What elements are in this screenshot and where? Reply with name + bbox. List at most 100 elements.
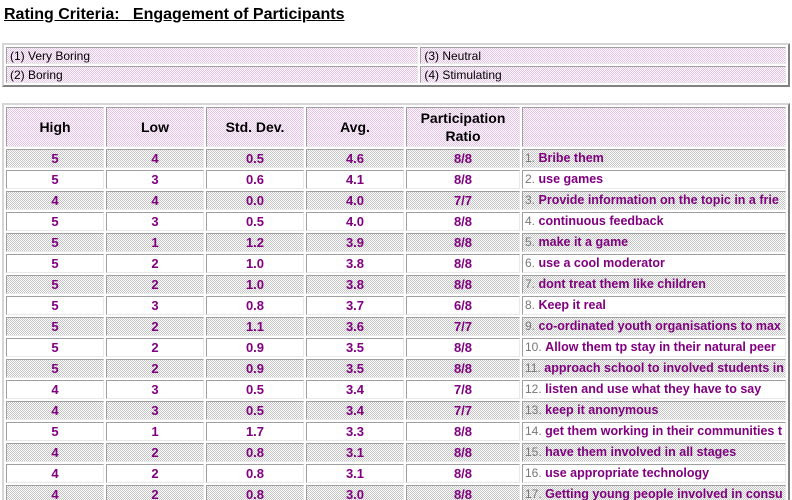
- item-label: use games: [538, 172, 604, 186]
- item-number: 12.: [525, 382, 542, 396]
- page-title: Rating Criteria: Engagement of Participa…: [4, 6, 345, 23]
- item-label: use a cool moderator: [538, 256, 665, 270]
- item-label: listen and use what they have to say: [545, 382, 762, 396]
- cell-std: 1.0: [206, 275, 304, 294]
- legend-boring: (2) Boring: [6, 66, 419, 83]
- cell-avg: 3.6: [306, 317, 404, 336]
- cell-high: 5: [6, 149, 104, 168]
- item-label: Keep it real: [538, 298, 606, 312]
- cell-high: 4: [6, 485, 104, 500]
- table-row: 5 2 1.1 3.6 7/7 9. co-ordinated youth organis…: [6, 317, 786, 336]
- table-row: 5 1 1.7 3.3 8/8 14. get them working in their…: [6, 422, 786, 441]
- cell-avg: 3.4: [306, 401, 404, 420]
- cell-ratio: 8/8: [406, 338, 520, 357]
- item-label: Allow them tp stay in their natural peer: [545, 340, 776, 354]
- cell-std: 1.2: [206, 233, 304, 252]
- cell-high: 4: [6, 464, 104, 483]
- cell-item-description: 16. use appropriate technology: [522, 464, 786, 483]
- cell-high: 4: [6, 401, 104, 420]
- cell-ratio: 8/8: [406, 254, 520, 273]
- header-high: High: [6, 107, 104, 147]
- cell-item-description: 3. Provide information on the topic in a…: [522, 191, 786, 210]
- cell-item-description: 4. continuous feedback: [522, 212, 786, 231]
- item-label: keep it anonymous: [545, 403, 659, 417]
- item-number: 11.: [525, 361, 541, 375]
- table-row: 4 3 0.5 3.4 7/7 13. keep it anonymous: [6, 401, 786, 420]
- legend-neutral: (3) Neutral: [420, 47, 786, 64]
- cell-ratio: 6/8: [406, 296, 520, 315]
- cell-high: 5: [6, 233, 104, 252]
- cell-high: 5: [6, 359, 104, 378]
- cell-low: 2: [106, 464, 204, 483]
- cell-ratio: 8/8: [406, 485, 520, 500]
- cell-item-description: 17. Getting young people involved in con…: [522, 485, 786, 500]
- table-row: 5 2 0.9 3.5 8/8 10. Allow them tp stay in the…: [6, 338, 786, 357]
- item-number: 9.: [525, 319, 536, 333]
- cell-std: 0.6: [206, 170, 304, 189]
- cell-low: 3: [106, 380, 204, 399]
- cell-low: 3: [106, 296, 204, 315]
- table-row: 4 2 0.8 3.1 8/8 16. use appropriate technolog…: [6, 464, 786, 483]
- cell-avg: 3.0: [306, 485, 404, 500]
- item-number: 5.: [525, 235, 536, 249]
- legend-row: (2) Boring (4) Stimulating: [6, 66, 786, 83]
- cell-avg: 3.4: [306, 380, 404, 399]
- cell-high: 5: [6, 170, 104, 189]
- item-number: 8.: [525, 298, 536, 312]
- cell-low: 4: [106, 191, 204, 210]
- cell-high: 5: [6, 275, 104, 294]
- cell-low: 2: [106, 254, 204, 273]
- cell-low: 2: [106, 359, 204, 378]
- legend-stimulating: (4) Stimulating: [420, 66, 786, 83]
- cell-low: 3: [106, 401, 204, 420]
- item-number: 4.: [525, 214, 536, 228]
- cell-ratio: 8/8: [406, 275, 520, 294]
- cell-std: 0.8: [206, 464, 304, 483]
- cell-ratio: 8/8: [406, 443, 520, 462]
- table-row: 5 3 0.5 4.0 8/8 4. continuous feedback: [6, 212, 786, 231]
- item-label: use appropriate technology: [545, 466, 710, 480]
- cell-std: 0.5: [206, 401, 304, 420]
- cell-ratio: 7/7: [406, 191, 520, 210]
- cell-avg: 3.1: [306, 464, 404, 483]
- cell-ratio: 8/8: [406, 359, 520, 378]
- item-number: 10.: [525, 340, 542, 354]
- cell-high: 5: [6, 212, 104, 231]
- cell-avg: 3.7: [306, 296, 404, 315]
- cell-avg: 3.5: [306, 359, 404, 378]
- item-label: Getting young people involved in consu: [545, 487, 783, 500]
- cell-item-description: 11. approach school to involved students…: [522, 359, 786, 378]
- cell-high: 4: [6, 191, 104, 210]
- cell-std: 0.8: [206, 296, 304, 315]
- item-number: 2.: [525, 172, 536, 186]
- cell-avg: 3.8: [306, 275, 404, 294]
- cell-avg: 3.9: [306, 233, 404, 252]
- cell-ratio: 8/8: [406, 464, 520, 483]
- cell-ratio: 7/7: [406, 317, 520, 336]
- item-number: 17.: [525, 487, 542, 500]
- cell-item-description: 14. get them working in their communitie…: [522, 422, 786, 441]
- cell-std: 0.9: [206, 338, 304, 357]
- header-items-spacer: [522, 107, 786, 147]
- cell-avg: 4.0: [306, 191, 404, 210]
- cell-low: 4: [106, 149, 204, 168]
- item-number: 16.: [525, 466, 542, 480]
- ratings-table-body: 5 4 0.5 4.6 8/8 1. Bribe them 5 3 0.6 4.1 8/8 2. us…: [6, 149, 786, 500]
- item-number: 13.: [525, 403, 542, 417]
- item-label: have them involved in all stages: [545, 445, 737, 459]
- cell-low: 2: [106, 485, 204, 500]
- item-label: dont treat them like children: [538, 277, 706, 291]
- cell-avg: 4.6: [306, 149, 404, 168]
- header-participation-ratio: Participation Ratio: [406, 107, 520, 147]
- item-number: 3.: [525, 193, 536, 207]
- cell-high: 5: [6, 338, 104, 357]
- cell-std: 0.9: [206, 359, 304, 378]
- cell-low: 2: [106, 275, 204, 294]
- cell-high: 4: [6, 380, 104, 399]
- cell-low: 2: [106, 338, 204, 357]
- cell-avg: 4.1: [306, 170, 404, 189]
- table-row: 5 1 1.2 3.9 8/8 5. make it a game: [6, 233, 786, 252]
- cell-high: 4: [6, 443, 104, 462]
- cell-std: 0.5: [206, 212, 304, 231]
- cell-std: 1.7: [206, 422, 304, 441]
